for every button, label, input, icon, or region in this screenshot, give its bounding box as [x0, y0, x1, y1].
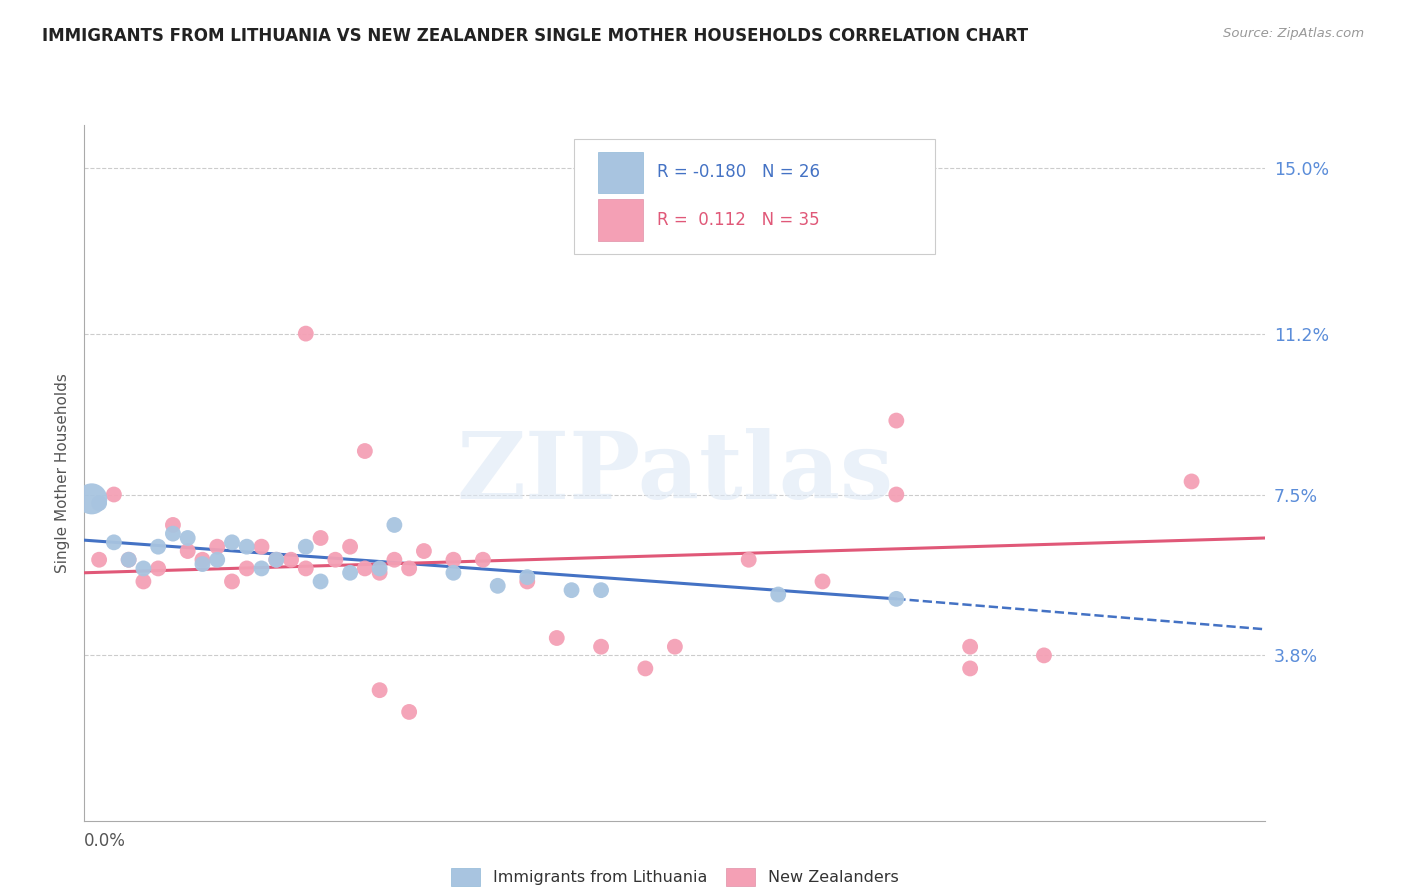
Point — [886, 414, 908, 428]
Point — [118, 552, 141, 567]
Point — [886, 591, 908, 606]
Legend: Immigrants from Lithuania, New Zealanders: Immigrants from Lithuania, New Zealander… — [444, 862, 905, 892]
Point — [221, 574, 243, 589]
Point — [80, 491, 103, 506]
FancyBboxPatch shape — [575, 139, 935, 253]
Text: IMMIGRANTS FROM LITHUANIA VS NEW ZEALANDER SINGLE MOTHER HOUSEHOLDS CORRELATION : IMMIGRANTS FROM LITHUANIA VS NEW ZEALAND… — [42, 27, 1028, 45]
Point — [591, 583, 613, 598]
Point — [89, 496, 111, 510]
Point — [205, 540, 228, 554]
Point — [191, 552, 214, 567]
Point — [236, 561, 259, 575]
Point — [162, 517, 184, 532]
Point — [295, 326, 318, 341]
Point — [250, 540, 273, 554]
Point — [1181, 475, 1204, 489]
Point — [103, 487, 125, 501]
Point — [368, 683, 391, 698]
Point — [354, 444, 377, 458]
Point — [811, 574, 834, 589]
Point — [560, 583, 583, 598]
Point — [886, 487, 908, 501]
Point — [382, 552, 406, 567]
Point — [398, 705, 420, 719]
Point — [368, 561, 391, 575]
Point — [177, 531, 200, 545]
FancyBboxPatch shape — [598, 199, 643, 241]
Point — [768, 588, 790, 602]
Point — [339, 540, 361, 554]
Point — [664, 640, 686, 654]
Point — [89, 552, 111, 567]
Point — [486, 579, 509, 593]
Point — [472, 552, 495, 567]
Text: R = -0.180   N = 26: R = -0.180 N = 26 — [657, 163, 820, 181]
Point — [280, 552, 302, 567]
Point — [546, 631, 568, 645]
Y-axis label: Single Mother Households: Single Mother Households — [55, 373, 70, 573]
Point — [103, 535, 125, 549]
Point — [591, 640, 613, 654]
Point — [132, 574, 155, 589]
Point — [354, 561, 377, 575]
Point — [516, 574, 538, 589]
Point — [323, 552, 347, 567]
Point — [959, 661, 981, 675]
Point — [443, 552, 465, 567]
Point — [413, 544, 436, 558]
Point — [118, 552, 141, 567]
Point — [177, 544, 200, 558]
Point — [309, 574, 332, 589]
Point — [737, 552, 759, 567]
Point — [516, 570, 538, 584]
Text: R =  0.112   N = 35: R = 0.112 N = 35 — [657, 211, 820, 229]
Point — [148, 561, 170, 575]
Point — [132, 561, 155, 575]
Point — [309, 531, 332, 545]
Point — [959, 640, 981, 654]
Point — [205, 552, 228, 567]
Text: 0.0%: 0.0% — [84, 831, 127, 850]
Point — [368, 566, 391, 580]
Point — [221, 535, 243, 549]
Point — [339, 566, 361, 580]
FancyBboxPatch shape — [598, 152, 643, 194]
Point — [295, 540, 318, 554]
Point — [443, 566, 465, 580]
Text: Source: ZipAtlas.com: Source: ZipAtlas.com — [1223, 27, 1364, 40]
Point — [250, 561, 273, 575]
Point — [295, 561, 318, 575]
Point — [264, 552, 288, 567]
Point — [382, 517, 406, 532]
Point — [236, 540, 259, 554]
Point — [148, 540, 170, 554]
Point — [162, 526, 184, 541]
Point — [191, 557, 214, 571]
Point — [264, 552, 288, 567]
Point — [1032, 648, 1054, 663]
Point — [398, 561, 420, 575]
Point — [634, 661, 657, 675]
Text: ZIPatlas: ZIPatlas — [457, 428, 893, 517]
